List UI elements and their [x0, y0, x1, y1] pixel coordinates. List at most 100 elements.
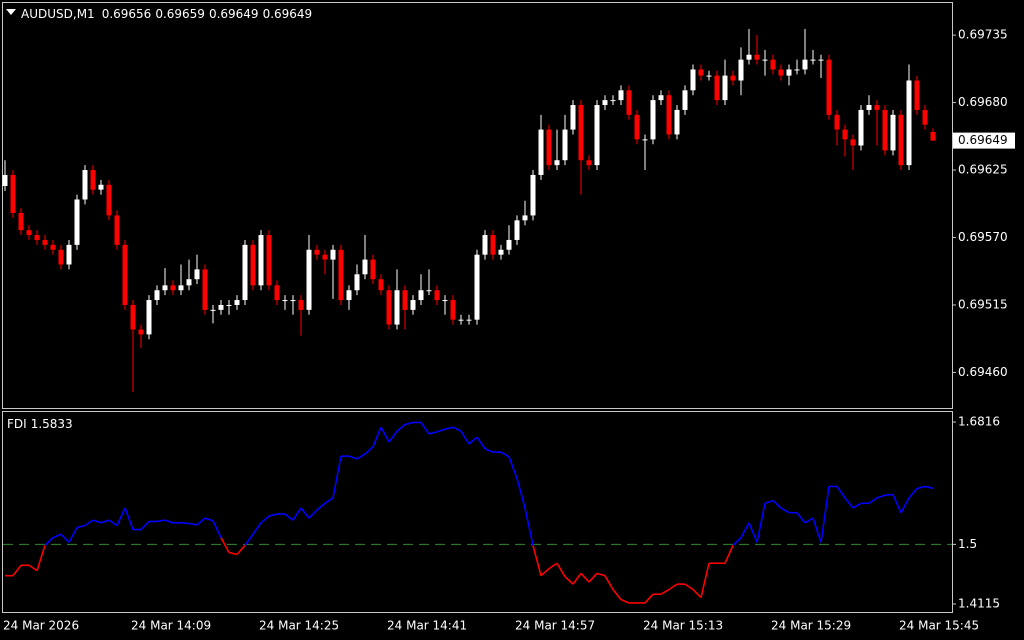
header-high: 0.69659: [155, 7, 205, 21]
y-tick-label: 0.69515: [958, 297, 1008, 311]
candle-body: [34, 235, 40, 240]
fdi-segment: [292, 507, 302, 521]
fdi-segment: [804, 517, 814, 524]
fdi-segment: [268, 513, 278, 517]
candle-body: [922, 109, 928, 125]
candle-body: [610, 100, 616, 102]
fdi-segment: [388, 430, 398, 443]
fdi-segment: [644, 593, 654, 604]
candle-body: [706, 75, 712, 77]
y-tick-label: 0.69680: [958, 95, 1008, 109]
candle-body: [130, 304, 136, 330]
candle-body: [746, 54, 752, 60]
fdi-segment: [892, 494, 902, 514]
fdi-segment: [780, 507, 790, 514]
fdi-segment: [484, 447, 494, 453]
candle-body: [778, 69, 784, 76]
fdi-segment: [12, 564, 22, 577]
candle-body: [554, 160, 560, 166]
fdi-segment: [212, 520, 222, 538]
fdi-segment: [540, 568, 550, 577]
candle-body: [578, 105, 584, 161]
fdi-segment: [404, 421, 414, 426]
chart-header: AUDUSD,M1 0.69656 0.69659 0.69649 0.69649: [21, 7, 312, 21]
candle-body: [154, 290, 160, 301]
fdi-segment: [580, 572, 590, 583]
candle-body: [482, 235, 488, 255]
y-tick-label: 0.69735: [958, 28, 1008, 42]
fdi-segment: [284, 513, 294, 521]
candle-body: [698, 69, 704, 76]
candle-body: [754, 54, 760, 60]
fdi-segment: [764, 499, 774, 505]
candle-body: [402, 290, 408, 310]
price-panel-frame: [2, 2, 953, 409]
fdi-segment: [924, 485, 934, 490]
candle-body: [226, 304, 232, 306]
fdi-segment: [660, 588, 670, 595]
candle-body: [786, 69, 792, 76]
candle-body: [882, 109, 888, 151]
candle-body: [386, 290, 392, 325]
candle-body: [26, 230, 32, 236]
fdi-segment: [308, 509, 318, 519]
candle-body: [274, 285, 280, 301]
candle-body: [722, 75, 728, 101]
fdi-segment: [748, 522, 758, 543]
fdi-segment: [428, 431, 438, 435]
fdi-segment: [756, 503, 766, 543]
fdi-segment: [420, 421, 430, 435]
fdi-segment: [188, 522, 198, 526]
candle-body: [82, 170, 88, 200]
x-tick-label: 24 Mar 14:41: [387, 619, 467, 633]
fdi-segment: [348, 455, 358, 460]
candle-body: [58, 249, 64, 265]
candle-body: [426, 290, 432, 292]
fdi-segment: [60, 533, 70, 543]
candle-body: [242, 244, 248, 301]
menu-triangle[interactable]: [6, 9, 16, 15]
fdi-segment: [836, 485, 846, 499]
fdi-segment: [372, 426, 382, 448]
y-tick-label: 1.6816: [958, 415, 1000, 429]
fdi-segment: [820, 486, 830, 543]
candle-body: [674, 109, 680, 135]
fdi-segment: [692, 588, 702, 599]
candle-body: [194, 269, 200, 280]
fdi-segment: [108, 519, 118, 527]
fdi-segment: [220, 537, 230, 553]
candle-body: [898, 114, 904, 166]
fdi-segment: [452, 426, 462, 432]
candle-body: [442, 300, 448, 302]
fdi-segment: [900, 497, 910, 514]
y-tick-label: 0.69570: [958, 230, 1008, 244]
candle-body: [418, 290, 424, 301]
candle-body: [666, 95, 672, 135]
fdi-segment: [236, 544, 246, 556]
candle-body: [714, 75, 720, 101]
candle-body: [914, 80, 920, 110]
fdi-segment: [44, 537, 54, 546]
indicator-value: 1.5833: [31, 417, 73, 431]
candle-body: [338, 249, 344, 301]
fdi-segment: [228, 551, 238, 556]
candle-body: [322, 254, 328, 260]
candle-body: [106, 184, 112, 216]
candle-body: [458, 319, 464, 321]
candle-body: [570, 105, 576, 130]
candle-body: [50, 244, 56, 250]
x-tick-label: 24 Mar 14:57: [515, 619, 595, 633]
fdi-segment: [612, 589, 622, 601]
candle-body: [298, 300, 304, 310]
fdi-segment: [76, 524, 86, 529]
candle-body: [874, 105, 880, 110]
candle-body: [354, 274, 360, 291]
fdi-segment: [164, 519, 174, 524]
fdi-segment: [884, 493, 894, 496]
candle-body: [642, 139, 648, 141]
candle-body: [530, 174, 536, 216]
x-tick-label: 24 Mar 14:25: [259, 619, 339, 633]
fdi-segment: [796, 512, 806, 524]
